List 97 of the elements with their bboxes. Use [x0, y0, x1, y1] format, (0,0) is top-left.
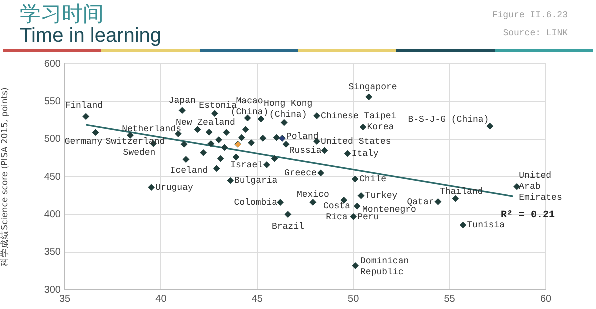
annotation: Chinese Taipei	[321, 111, 397, 122]
point	[280, 119, 288, 126]
point	[214, 165, 220, 172]
point	[264, 161, 270, 168]
point	[284, 211, 292, 218]
annotation: United Arab Emirates	[519, 171, 562, 204]
point	[182, 156, 190, 164]
point	[208, 140, 215, 148]
annotation: Switzerland	[106, 136, 166, 147]
annotation: Israel	[230, 160, 264, 170]
y-axis-title: 科学成绩Science score (PISA 2015, points)	[0, 88, 10, 266]
point	[212, 110, 219, 118]
annotation: Singapore	[348, 82, 398, 93]
annotation: Poland	[286, 132, 319, 142]
point	[215, 136, 222, 144]
point	[238, 134, 246, 142]
point	[277, 199, 284, 206]
point	[434, 198, 442, 206]
x-tick-label: 35	[59, 294, 71, 305]
x-tick-label: 40	[156, 294, 168, 305]
point	[248, 140, 256, 147]
point	[273, 134, 280, 142]
point	[178, 107, 186, 114]
y-tick-label: 550	[44, 96, 62, 108]
x-tick-label: 50	[348, 294, 360, 305]
point	[460, 222, 467, 229]
point	[206, 129, 213, 136]
y-tick-label: 600	[44, 58, 62, 70]
point	[358, 192, 365, 200]
annotation: Turkey	[365, 191, 398, 202]
point	[223, 129, 230, 136]
annotation: B-S-J-G (China)	[408, 114, 490, 125]
y-tick-label: 500	[44, 134, 62, 146]
annotation: Italy	[352, 149, 380, 160]
y-tick-label: 400	[44, 209, 62, 220]
annotation: Iceland	[170, 166, 208, 176]
point	[366, 94, 372, 101]
x-tick-label: 55	[444, 294, 456, 305]
annotation: Japan	[168, 96, 196, 106]
point	[310, 199, 317, 206]
annotation: Sweden	[123, 148, 156, 158]
point	[227, 177, 234, 184]
point	[221, 144, 228, 152]
point	[234, 141, 242, 148]
annotation: Bulgaria	[234, 176, 278, 186]
point	[278, 135, 286, 142]
annotation: Chile	[360, 174, 387, 185]
point	[314, 112, 320, 120]
annotation: Thailand	[440, 187, 484, 198]
annotation: Montenegro	[362, 204, 416, 215]
point	[82, 113, 90, 120]
point	[260, 135, 267, 142]
annotation: Finland	[65, 101, 104, 112]
point	[317, 170, 324, 177]
x-tick-label: 60	[540, 294, 552, 305]
point	[92, 129, 100, 136]
annotation: Korea	[367, 122, 395, 133]
y-tick-label: 300	[44, 284, 62, 296]
annotation: Dominican Republic	[360, 256, 410, 278]
annotation: Greece	[284, 168, 317, 179]
point	[282, 141, 290, 148]
annotation: Peru	[358, 212, 380, 222]
annotation: Colombia	[234, 198, 278, 208]
annotation: R² = 0.21	[500, 210, 556, 222]
annotation: Brazil	[272, 222, 304, 232]
annotation: Uruguay	[156, 182, 194, 193]
annotation: Mexico	[296, 190, 330, 200]
source-note: Source: LINK	[503, 28, 569, 38]
x-tick-label: 45	[252, 294, 264, 305]
text: Figure II.6.23	[492, 10, 568, 20]
point	[344, 150, 352, 158]
y-tick-label: 450	[44, 172, 62, 183]
point	[452, 195, 460, 202]
point	[486, 123, 494, 130]
point	[217, 155, 224, 162]
point	[232, 154, 240, 161]
point	[352, 262, 359, 270]
point	[200, 149, 207, 156]
point	[271, 155, 278, 162]
point	[194, 126, 202, 133]
annotation: Tunisia	[467, 220, 506, 231]
annotation: United States	[321, 136, 392, 147]
point	[321, 147, 328, 154]
annotation: Costa Rica	[323, 202, 352, 223]
chart-title: 学习时间	[20, 2, 104, 26]
y-tick-label: 350	[44, 247, 62, 258]
chart-subtitle: Time in learning	[20, 25, 162, 47]
point	[350, 213, 358, 220]
point	[180, 141, 188, 148]
point	[242, 126, 250, 133]
point	[360, 124, 367, 131]
point	[148, 184, 156, 191]
point	[352, 176, 359, 183]
annotation: Qatar	[407, 197, 434, 208]
annotation: Russia	[289, 146, 322, 156]
annotation: Germany	[64, 136, 104, 147]
point	[354, 202, 361, 210]
